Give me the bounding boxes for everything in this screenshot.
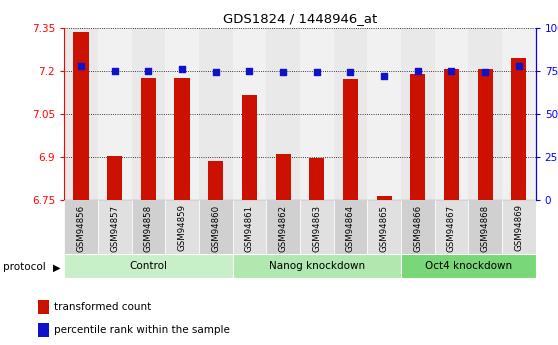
Bar [165, 200, 199, 254]
Text: percentile rank within the sample: percentile rank within the sample [54, 325, 230, 335]
Bar [410, 73, 425, 200]
Text: GSM94857: GSM94857 [110, 204, 119, 252]
Bar [98, 28, 132, 200]
Text: Oct4 knockdown: Oct4 knockdown [425, 261, 512, 270]
Text: GSM94856: GSM94856 [76, 204, 85, 252]
Text: transformed count: transformed count [54, 302, 151, 312]
Bar [300, 28, 334, 200]
Text: GSM94864: GSM94864 [346, 204, 355, 252]
Point [177, 66, 186, 72]
Point [278, 70, 287, 75]
Text: GSM94869: GSM94869 [514, 204, 523, 252]
Bar [401, 200, 435, 254]
Bar [401, 28, 435, 200]
Bar [38, 323, 49, 337]
Bar [435, 28, 468, 200]
Text: GSM94858: GSM94858 [144, 204, 153, 252]
Bar [334, 200, 367, 254]
Bar [199, 200, 233, 254]
Point [312, 70, 321, 75]
Bar [266, 28, 300, 200]
Text: GSM94861: GSM94861 [245, 204, 254, 252]
Bar [334, 28, 367, 200]
Bar [502, 28, 536, 200]
Text: GSM94863: GSM94863 [312, 204, 321, 252]
Point [480, 70, 489, 75]
Bar [468, 200, 502, 254]
Bar [242, 95, 257, 200]
Bar [132, 28, 165, 200]
Text: protocol: protocol [3, 263, 46, 272]
Point [379, 73, 388, 79]
Bar [38, 300, 49, 314]
Bar [64, 254, 233, 278]
Title: GDS1824 / 1448946_at: GDS1824 / 1448946_at [223, 12, 377, 25]
Text: GSM94866: GSM94866 [413, 204, 422, 252]
Text: GSM94867: GSM94867 [447, 204, 456, 252]
Bar [401, 254, 536, 278]
Bar [107, 156, 122, 200]
Point [346, 70, 355, 75]
Bar [511, 58, 526, 200]
Bar [367, 28, 401, 200]
Bar [199, 28, 233, 200]
Bar [98, 200, 132, 254]
Bar [64, 28, 98, 200]
Bar [165, 28, 199, 200]
Bar [435, 200, 468, 254]
Bar [141, 78, 156, 200]
Bar [132, 200, 165, 254]
Bar [233, 28, 266, 200]
Bar [266, 200, 300, 254]
Text: GSM94862: GSM94862 [278, 204, 287, 252]
Bar [208, 161, 223, 200]
Point [76, 63, 85, 68]
Text: ▶: ▶ [53, 263, 60, 272]
Point [245, 68, 254, 73]
Bar [276, 154, 291, 200]
Bar [468, 28, 502, 200]
Bar [175, 78, 190, 200]
Bar [64, 200, 98, 254]
Text: GSM94868: GSM94868 [480, 204, 490, 252]
Bar [300, 200, 334, 254]
Bar [377, 196, 392, 200]
Point [144, 68, 153, 73]
Bar [233, 200, 266, 254]
Bar [309, 158, 324, 200]
Point [211, 70, 220, 75]
Point [110, 68, 119, 73]
Text: GSM94865: GSM94865 [379, 204, 388, 252]
Point [514, 63, 523, 68]
Point [447, 68, 456, 73]
Text: GSM94859: GSM94859 [177, 204, 186, 252]
Bar [343, 79, 358, 200]
Bar [478, 69, 493, 200]
Bar [74, 32, 89, 200]
Text: Nanog knockdown: Nanog knockdown [269, 261, 365, 270]
Bar [444, 69, 459, 200]
Text: GSM94860: GSM94860 [211, 204, 220, 252]
Text: Control: Control [129, 261, 167, 270]
Bar [502, 200, 536, 254]
Point [413, 68, 422, 73]
Bar [367, 200, 401, 254]
Bar [233, 254, 401, 278]
